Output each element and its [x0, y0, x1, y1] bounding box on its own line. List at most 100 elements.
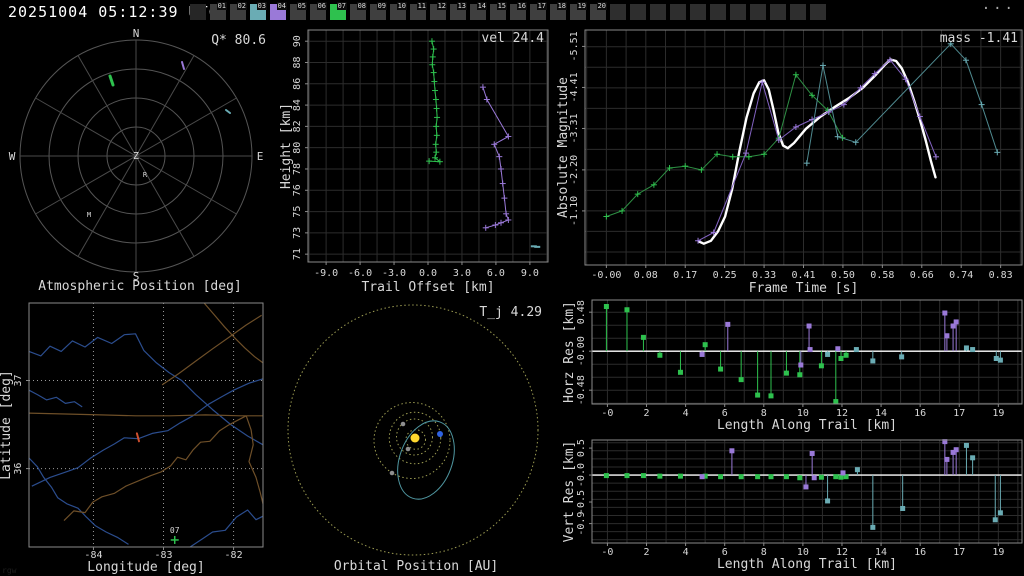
station-tile-05[interactable]: 05 [290, 4, 306, 20]
svg-text:0.33: 0.33 [752, 270, 776, 281]
station-tile-06[interactable]: 06 [310, 4, 326, 20]
station-tile-empty[interactable] [190, 4, 206, 20]
svg-text:N: N [133, 27, 140, 40]
svg-text:0.66: 0.66 [910, 270, 934, 281]
svg-text:07: 07 [170, 526, 180, 535]
svg-text:75: 75 [292, 206, 303, 218]
svg-text:-0.48: -0.48 [576, 375, 587, 405]
station-tile-number: 16 [517, 2, 527, 10]
svg-text:19: 19 [992, 547, 1004, 558]
svg-text:T_j 4.29: T_j 4.29 [479, 305, 542, 320]
station-07-horz-res [604, 304, 849, 404]
station-tile-empty[interactable] [810, 4, 826, 20]
planet-dot [401, 422, 406, 427]
station-03-sky-track [226, 110, 230, 113]
svg-text:mass -1.41: mass -1.41 [940, 31, 1018, 46]
horz-res-chart: -024681012141617190.48-0.00-0.48Length A… [562, 300, 1022, 433]
fireball-ground-track [137, 433, 139, 441]
vert-res-chart: -024681012141617190.5-0.0-0.5-0.9Length … [562, 439, 1022, 572]
sky-polar-chart: NSWEZRMQ* 80.6Atmospheric Position [deg] [9, 27, 266, 294]
menu-button[interactable]: ··· [982, 1, 1016, 17]
station-07-sky-track [110, 76, 113, 85]
svg-text:0.58: 0.58 [870, 270, 894, 281]
svg-text:90: 90 [292, 35, 303, 47]
station-tile-10[interactable]: 10 [390, 4, 406, 20]
station-tile-17[interactable]: 17 [530, 4, 546, 20]
station-tile-empty[interactable] [670, 4, 686, 20]
station-tile-07[interactable]: 07 [330, 4, 346, 20]
svg-text:86: 86 [292, 78, 303, 90]
station-tile-number: 06 [317, 2, 327, 10]
station-tile-number: 07 [337, 2, 347, 10]
station-tile-empty[interactable] [630, 4, 646, 20]
station-tile-08[interactable]: 08 [350, 4, 366, 20]
svg-text:M: M [87, 211, 91, 219]
svg-text:-0: -0 [601, 408, 613, 419]
map-river [32, 379, 263, 486]
station-tile-02[interactable]: 02 [230, 4, 246, 20]
sun-dot [411, 434, 420, 443]
planet-orbit [288, 305, 538, 555]
svg-text:Latitude [deg]: Latitude [deg] [0, 370, 14, 480]
station-tile-15[interactable]: 15 [490, 4, 506, 20]
station-tile-empty[interactable] [750, 4, 766, 20]
svg-text:4: 4 [683, 408, 689, 419]
earth-dot [437, 431, 443, 437]
svg-text:-0.9: -0.9 [576, 512, 587, 536]
watermark: rgw [2, 566, 16, 575]
map-border [29, 413, 263, 416]
station-tile-empty[interactable] [690, 4, 706, 20]
svg-text:0.48: 0.48 [576, 300, 587, 324]
svg-text:-9.0: -9.0 [314, 268, 338, 279]
station-tile-empty[interactable] [650, 4, 666, 20]
svg-text:16: 16 [914, 547, 926, 558]
svg-text:0.41: 0.41 [791, 270, 815, 281]
station-07-trail [429, 41, 440, 162]
station-tile-01[interactable]: 01 [210, 4, 226, 20]
station-tile-18[interactable]: 18 [550, 4, 566, 20]
svg-text:Absolute Magnitude: Absolute Magnitude [556, 77, 571, 218]
station-tile-empty[interactable] [770, 4, 786, 20]
charts-canvas: NSWEZRMQ* 80.6Atmospheric Position [deg]… [0, 0, 1024, 576]
station-tile-empty[interactable] [610, 4, 626, 20]
map-border [64, 416, 246, 521]
utc-clock: 20251004 05:12:39 UTC [8, 3, 219, 21]
station-tile-20[interactable]: 20 [590, 4, 606, 20]
svg-text:37: 37 [13, 374, 24, 386]
station-tile-04[interactable]: 04 [270, 4, 286, 20]
map-river [29, 390, 82, 407]
station-03-horz-res [825, 345, 1003, 363]
svg-text:19: 19 [992, 408, 1004, 419]
station-tile-number: 18 [557, 2, 567, 10]
station-tile-number: 11 [417, 2, 427, 10]
svg-text:-5.51: -5.51 [569, 31, 580, 61]
station-tile-09[interactable]: 09 [370, 4, 386, 20]
station-tile-03[interactable]: 03 [250, 4, 266, 20]
station-tile-14[interactable]: 14 [470, 4, 486, 20]
station-tile-19[interactable]: 19 [570, 4, 586, 20]
station-tile-11[interactable]: 11 [410, 4, 426, 20]
svg-text:E: E [257, 150, 264, 163]
svg-text:3.0: 3.0 [453, 268, 471, 279]
map-chart: 07-84-83-823736Longitude [deg]Latitude [… [0, 303, 263, 575]
map-border [246, 416, 263, 504]
svg-text:16: 16 [914, 408, 926, 419]
station-tile-number: 20 [597, 2, 607, 10]
station-tile-empty[interactable] [730, 4, 746, 20]
map-river [190, 510, 263, 547]
station-tile-empty[interactable] [790, 4, 806, 20]
station-tile-13[interactable]: 13 [450, 4, 466, 20]
svg-text:71: 71 [292, 248, 303, 260]
svg-text:17: 17 [953, 408, 965, 419]
station-tile-12[interactable]: 12 [430, 4, 446, 20]
svg-text:Atmospheric Position [deg]: Atmospheric Position [deg] [38, 279, 242, 294]
station-tile-16[interactable]: 16 [510, 4, 526, 20]
station-tile-number: 17 [537, 2, 547, 10]
svg-text:4: 4 [683, 547, 689, 558]
svg-text:0.25: 0.25 [713, 270, 737, 281]
svg-text:-0.00: -0.00 [591, 270, 621, 281]
station-tile-empty[interactable] [710, 4, 726, 20]
map-river [29, 334, 263, 445]
lightcurve-chart: -0.000.080.170.250.330.410.500.580.660.7… [556, 30, 1022, 296]
svg-text:Height [km]: Height [km] [279, 103, 294, 189]
